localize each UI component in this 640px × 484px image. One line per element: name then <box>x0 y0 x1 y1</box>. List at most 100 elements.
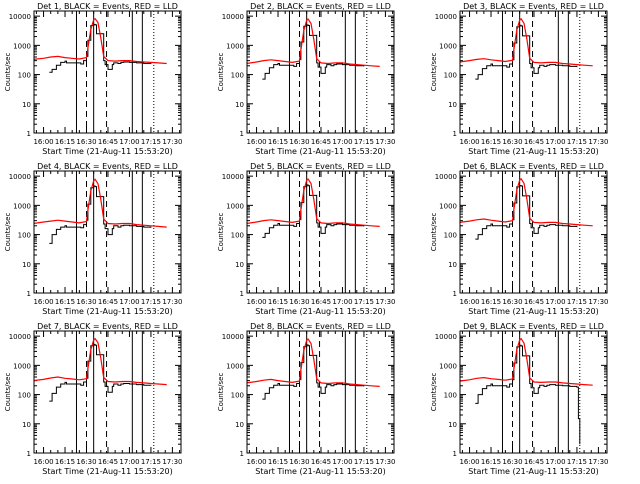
plot-frame <box>33 330 182 454</box>
y-tick-label: 100 <box>444 72 457 80</box>
x-tick-label: 16:45 <box>98 298 118 306</box>
x-tick-label: 16:15 <box>268 458 288 466</box>
panel-title: Det 5, BLACK = Events, RED = LLD <box>250 162 391 171</box>
series-events <box>475 185 578 240</box>
x-axis-label: Start Time (21-Aug-11 15:53:20) <box>468 467 599 476</box>
y-tick-label: 10000 <box>222 13 244 21</box>
series-events <box>475 344 581 445</box>
x-axis-label: Start Time (21-Aug-11 15:53:20) <box>42 307 173 316</box>
y-tick-label: 100 <box>231 392 244 400</box>
plot-frame <box>459 10 608 134</box>
y-tick-label: 10 <box>448 261 457 269</box>
series-lld <box>459 177 593 227</box>
x-tick-label: 16:15 <box>55 138 75 146</box>
y-axis-label: Counts/sec <box>217 53 225 92</box>
series-events <box>49 23 152 73</box>
x-tick-label: 17:00 <box>545 138 565 146</box>
y-tick-label: 10000 <box>222 333 244 341</box>
y-tick-label: 1000 <box>439 42 457 50</box>
y-tick-label: 1 <box>453 130 457 138</box>
x-tick-label: 17:30 <box>375 298 395 306</box>
x-tick-label: 17:15 <box>354 138 374 146</box>
y-tick-label: 1 <box>453 290 457 298</box>
panel-title: Det 1, BLACK = Events, RED = LLD <box>37 2 178 11</box>
detector-panel-5: Det 5, BLACK = Events, RED = LLD Counts/s… <box>217 162 396 316</box>
y-tick-label: 100 <box>444 392 457 400</box>
plot-frame <box>459 170 608 294</box>
x-tick-label: 17:15 <box>567 138 587 146</box>
x-axis-label: Start Time (21-Aug-11 15:53:20) <box>468 147 599 156</box>
series-lld <box>33 17 167 65</box>
x-axis-label: Start Time (21-Aug-11 15:53:20) <box>255 147 386 156</box>
x-tick-label: 17:30 <box>162 458 182 466</box>
x-tick-label: 16:45 <box>311 298 331 306</box>
y-tick-label: 10000 <box>9 333 31 341</box>
x-tick-label: 17:00 <box>119 298 139 306</box>
x-axis-label: Start Time (21-Aug-11 15:53:20) <box>255 307 386 316</box>
x-tick-label: 16:15 <box>268 298 288 306</box>
series-lld <box>246 178 380 227</box>
y-tick-label: 100 <box>18 72 31 80</box>
x-tick-label: 17:15 <box>567 458 587 466</box>
series-lld <box>459 337 593 386</box>
series-events <box>475 24 578 80</box>
detector-panel-6: Det 6, BLACK = Events, RED = LLD Counts/s… <box>430 162 609 316</box>
x-tick-label: 16:30 <box>502 298 522 306</box>
y-axis-label: Counts/sec <box>4 213 12 252</box>
x-tick-label: 16:00 <box>459 298 479 306</box>
series-lld <box>33 337 167 386</box>
panel-title: Det 4, BLACK = Events, RED = LLD <box>37 162 178 171</box>
y-tick-label: 10000 <box>9 13 31 21</box>
y-axis-label: Counts/sec <box>4 373 12 412</box>
x-tick-label: 17:00 <box>332 458 352 466</box>
y-tick-label: 100 <box>444 232 457 240</box>
series-events <box>49 343 152 402</box>
x-tick-label: 17:00 <box>545 298 565 306</box>
y-tick-label: 10 <box>22 101 31 109</box>
x-tick-label: 17:30 <box>162 138 182 146</box>
x-tick-label: 17:15 <box>354 458 374 466</box>
y-tick-label: 10000 <box>9 173 31 181</box>
series-lld <box>459 17 593 67</box>
x-tick-label: 17:15 <box>141 138 161 146</box>
x-tick-label: 16:30 <box>289 458 309 466</box>
x-tick-label: 17:00 <box>332 298 352 306</box>
panel-title: Det 7, BLACK = Events, RED = LLD <box>37 322 178 331</box>
x-tick-label: 16:00 <box>246 138 266 146</box>
detector-panel-7: Det 7, BLACK = Events, RED = LLD Counts/s… <box>4 322 183 476</box>
x-tick-label: 17:15 <box>141 458 161 466</box>
plot-frame <box>246 170 395 294</box>
x-tick-label: 17:00 <box>119 138 139 146</box>
series-lld <box>246 18 380 67</box>
detector-panel-8: Det 8, BLACK = Events, RED = LLD Counts/s… <box>217 322 396 476</box>
x-tick-label: 16:30 <box>289 138 309 146</box>
x-tick-label: 16:30 <box>502 458 522 466</box>
x-tick-label: 17:00 <box>545 458 565 466</box>
y-axis-label: Counts/sec <box>430 213 438 252</box>
x-tick-label: 17:15 <box>567 298 587 306</box>
plot-frame <box>33 10 182 134</box>
series-events <box>262 344 365 400</box>
x-tick-label: 16:45 <box>98 458 118 466</box>
x-tick-label: 17:00 <box>119 458 139 466</box>
y-tick-label: 1 <box>240 450 244 458</box>
x-axis-label: Start Time (21-Aug-11 15:53:20) <box>42 467 173 476</box>
y-axis-label: Counts/sec <box>430 373 438 412</box>
x-tick-label: 16:00 <box>33 458 53 466</box>
plot-frame <box>459 330 608 454</box>
plot-frame <box>246 10 395 134</box>
x-tick-label: 16:15 <box>481 138 501 146</box>
x-tick-label: 17:30 <box>588 138 608 146</box>
y-tick-label: 1000 <box>13 362 31 370</box>
detector-panel-2: Det 2, BLACK = Events, RED = LLD Counts/s… <box>217 2 396 156</box>
y-tick-label: 1 <box>27 290 31 298</box>
x-tick-label: 16:00 <box>459 138 479 146</box>
x-tick-label: 17:30 <box>375 138 395 146</box>
y-tick-label: 10 <box>448 101 457 109</box>
plot-frame <box>33 170 182 294</box>
y-tick-label: 1 <box>453 450 457 458</box>
y-tick-label: 10000 <box>435 13 457 21</box>
x-tick-label: 17:00 <box>332 138 352 146</box>
